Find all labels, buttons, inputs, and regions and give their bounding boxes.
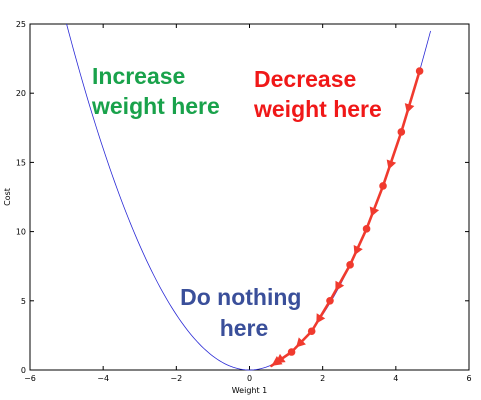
y-tick-label: 5 <box>21 297 26 306</box>
descent-point <box>397 128 406 136</box>
descent-point <box>307 327 316 336</box>
descent-point <box>287 348 296 356</box>
descent-segment <box>400 69 421 134</box>
descent-point <box>362 225 371 233</box>
annotation-increase: Increase weight here <box>91 63 220 119</box>
y-tick-label: 25 <box>16 20 26 29</box>
annotation-decrease-line-2: weight here <box>253 96 382 122</box>
x-tick-label: 2 <box>320 374 325 383</box>
descent-arrowhead <box>335 280 345 292</box>
y-tick-label: 10 <box>16 228 26 237</box>
x-tick-label: 6 <box>466 374 471 383</box>
annotation-increase-line-2: weight here <box>91 93 220 119</box>
x-tick-label: 4 <box>393 374 398 383</box>
descent-arrowhead <box>296 337 306 348</box>
annotation-decrease-line-1: Decrease <box>254 66 356 92</box>
x-axis-label: Weight 1 <box>232 386 268 395</box>
descent-point <box>415 67 424 75</box>
descent-segment <box>365 184 385 231</box>
descent-arrowhead <box>404 103 415 114</box>
y-axis-label: Cost <box>3 188 12 206</box>
descent-segment <box>328 263 352 303</box>
annotation-nothing-line-2: here <box>220 315 269 341</box>
annotation-increase-line-1: Increase <box>92 63 185 89</box>
descent-point <box>379 182 387 190</box>
x-axis-ticks: −6 −4 −2 0 2 4 6 <box>24 24 472 383</box>
x-tick-label: −4 <box>97 374 109 383</box>
descent-segment <box>381 130 403 188</box>
descent-point <box>346 261 354 269</box>
descent-end-arrowhead <box>271 356 283 366</box>
descent-point <box>326 297 334 305</box>
x-tick-label: −6 <box>24 374 36 383</box>
descent-arrowhead <box>316 313 326 324</box>
x-tick-label: 0 <box>247 374 252 383</box>
y-tick-label: 15 <box>16 158 26 167</box>
gradient-descent-path <box>270 67 424 368</box>
descent-arrowhead <box>369 206 380 217</box>
annotation-nothing-line-1: Do nothing <box>180 284 301 310</box>
x-tick-label: −2 <box>170 374 182 383</box>
annotation-nothing: Do nothing here <box>180 284 308 341</box>
descent-arrowhead <box>386 159 397 170</box>
descent-segment <box>348 227 368 267</box>
y-tick-label: 20 <box>16 89 26 98</box>
y-tick-label: 0 <box>21 366 26 375</box>
annotation-decrease: Decrease weight here <box>253 66 382 122</box>
y-axis-ticks: 0 5 10 15 20 25 <box>16 20 469 375</box>
descent-arrowhead <box>353 244 363 256</box>
